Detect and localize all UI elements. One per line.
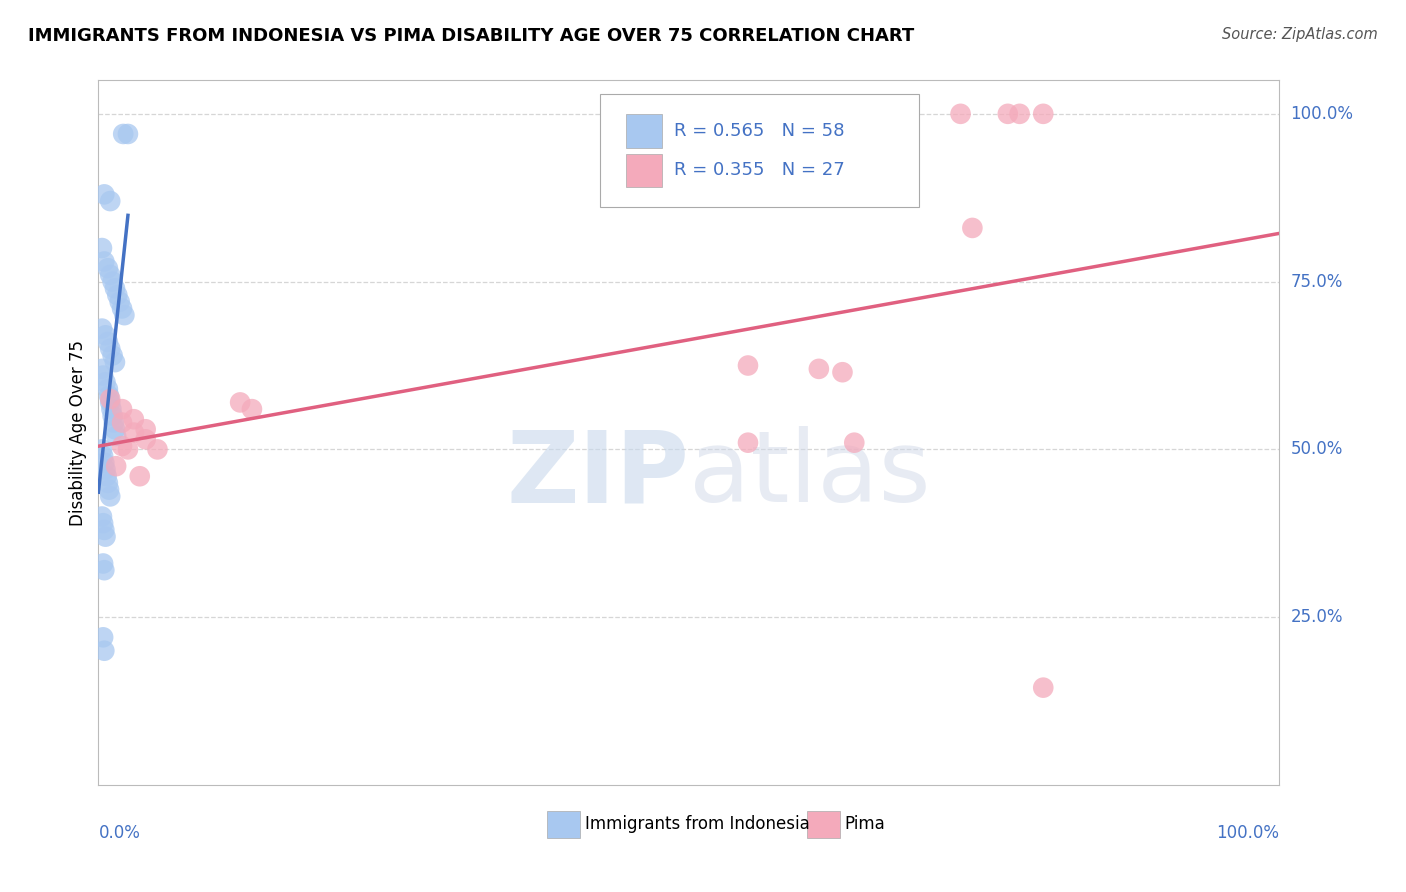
Point <box>229 395 252 409</box>
Point <box>949 107 972 121</box>
Point <box>91 362 114 376</box>
Point <box>101 409 124 423</box>
Bar <box>626 114 662 148</box>
Point <box>94 328 117 343</box>
Point <box>117 442 139 457</box>
Point <box>111 416 134 430</box>
Point <box>112 308 135 322</box>
Point <box>94 376 117 390</box>
Point <box>91 557 114 571</box>
Point <box>104 355 127 369</box>
Point <box>104 281 127 295</box>
Text: 0.0%: 0.0% <box>98 824 141 842</box>
Text: IMMIGRANTS FROM INDONESIA VS PIMA DISABILITY AGE OVER 75 CORRELATION CHART: IMMIGRANTS FROM INDONESIA VS PIMA DISABI… <box>28 27 914 45</box>
Point <box>98 483 121 497</box>
Point <box>105 429 128 443</box>
Point <box>962 221 984 235</box>
Point <box>844 435 866 450</box>
Point <box>93 523 115 537</box>
Point <box>91 241 114 255</box>
Point <box>91 442 114 457</box>
Point <box>737 359 759 373</box>
Point <box>91 630 114 644</box>
Point <box>111 301 134 316</box>
Y-axis label: Disability Age Over 75: Disability Age Over 75 <box>69 340 87 525</box>
Point <box>122 412 145 426</box>
Point <box>98 392 121 406</box>
Point <box>97 261 120 276</box>
Text: R = 0.355   N = 27: R = 0.355 N = 27 <box>673 161 845 179</box>
Point <box>105 288 128 302</box>
Point <box>97 382 120 396</box>
Point <box>93 563 115 577</box>
Point <box>104 422 127 436</box>
Text: ZIP: ZIP <box>506 426 689 524</box>
Point <box>100 402 122 417</box>
Point <box>112 127 135 141</box>
Point <box>101 348 124 362</box>
Text: 50.0%: 50.0% <box>1291 441 1343 458</box>
Point <box>128 469 150 483</box>
Point <box>1032 681 1054 695</box>
Point <box>997 107 1019 121</box>
Point <box>98 194 121 208</box>
Point <box>807 362 830 376</box>
Bar <box>807 811 841 838</box>
Point <box>103 416 125 430</box>
Point <box>737 435 759 450</box>
Point <box>91 368 114 383</box>
Point <box>122 425 145 440</box>
Text: atlas: atlas <box>689 426 931 524</box>
Text: R = 0.565   N = 58: R = 0.565 N = 58 <box>673 122 844 140</box>
Point <box>117 127 139 141</box>
Text: Source: ZipAtlas.com: Source: ZipAtlas.com <box>1222 27 1378 42</box>
Point <box>101 275 124 289</box>
Point <box>98 395 121 409</box>
Point <box>98 389 121 403</box>
Point <box>108 294 131 309</box>
Point <box>94 530 117 544</box>
Point <box>1008 107 1031 121</box>
Text: Immigrants from Indonesia: Immigrants from Indonesia <box>585 815 810 833</box>
Point <box>97 475 120 490</box>
Point <box>111 439 134 453</box>
Point <box>97 334 120 349</box>
Point <box>94 462 117 476</box>
Point <box>240 402 263 417</box>
Point <box>91 449 114 463</box>
Point <box>91 509 114 524</box>
FancyBboxPatch shape <box>600 95 920 207</box>
Point <box>98 489 121 503</box>
Point <box>105 459 128 474</box>
Text: 100.0%: 100.0% <box>1291 105 1354 123</box>
Point <box>91 321 114 335</box>
Bar <box>626 153 662 187</box>
Point <box>93 456 115 470</box>
Point <box>111 402 134 417</box>
Text: 100.0%: 100.0% <box>1216 824 1279 842</box>
Point <box>831 365 853 379</box>
Point <box>96 469 118 483</box>
Point <box>93 187 115 202</box>
Point <box>91 516 114 531</box>
Point <box>1032 107 1054 121</box>
Point <box>93 254 115 268</box>
Point <box>98 268 121 282</box>
Point <box>98 342 121 356</box>
Bar <box>547 811 581 838</box>
Point <box>93 644 115 658</box>
Point <box>135 422 157 436</box>
Text: Pima: Pima <box>845 815 886 833</box>
Text: 75.0%: 75.0% <box>1291 273 1343 291</box>
Text: 25.0%: 25.0% <box>1291 608 1343 626</box>
Point <box>135 433 157 447</box>
Point <box>146 442 169 457</box>
